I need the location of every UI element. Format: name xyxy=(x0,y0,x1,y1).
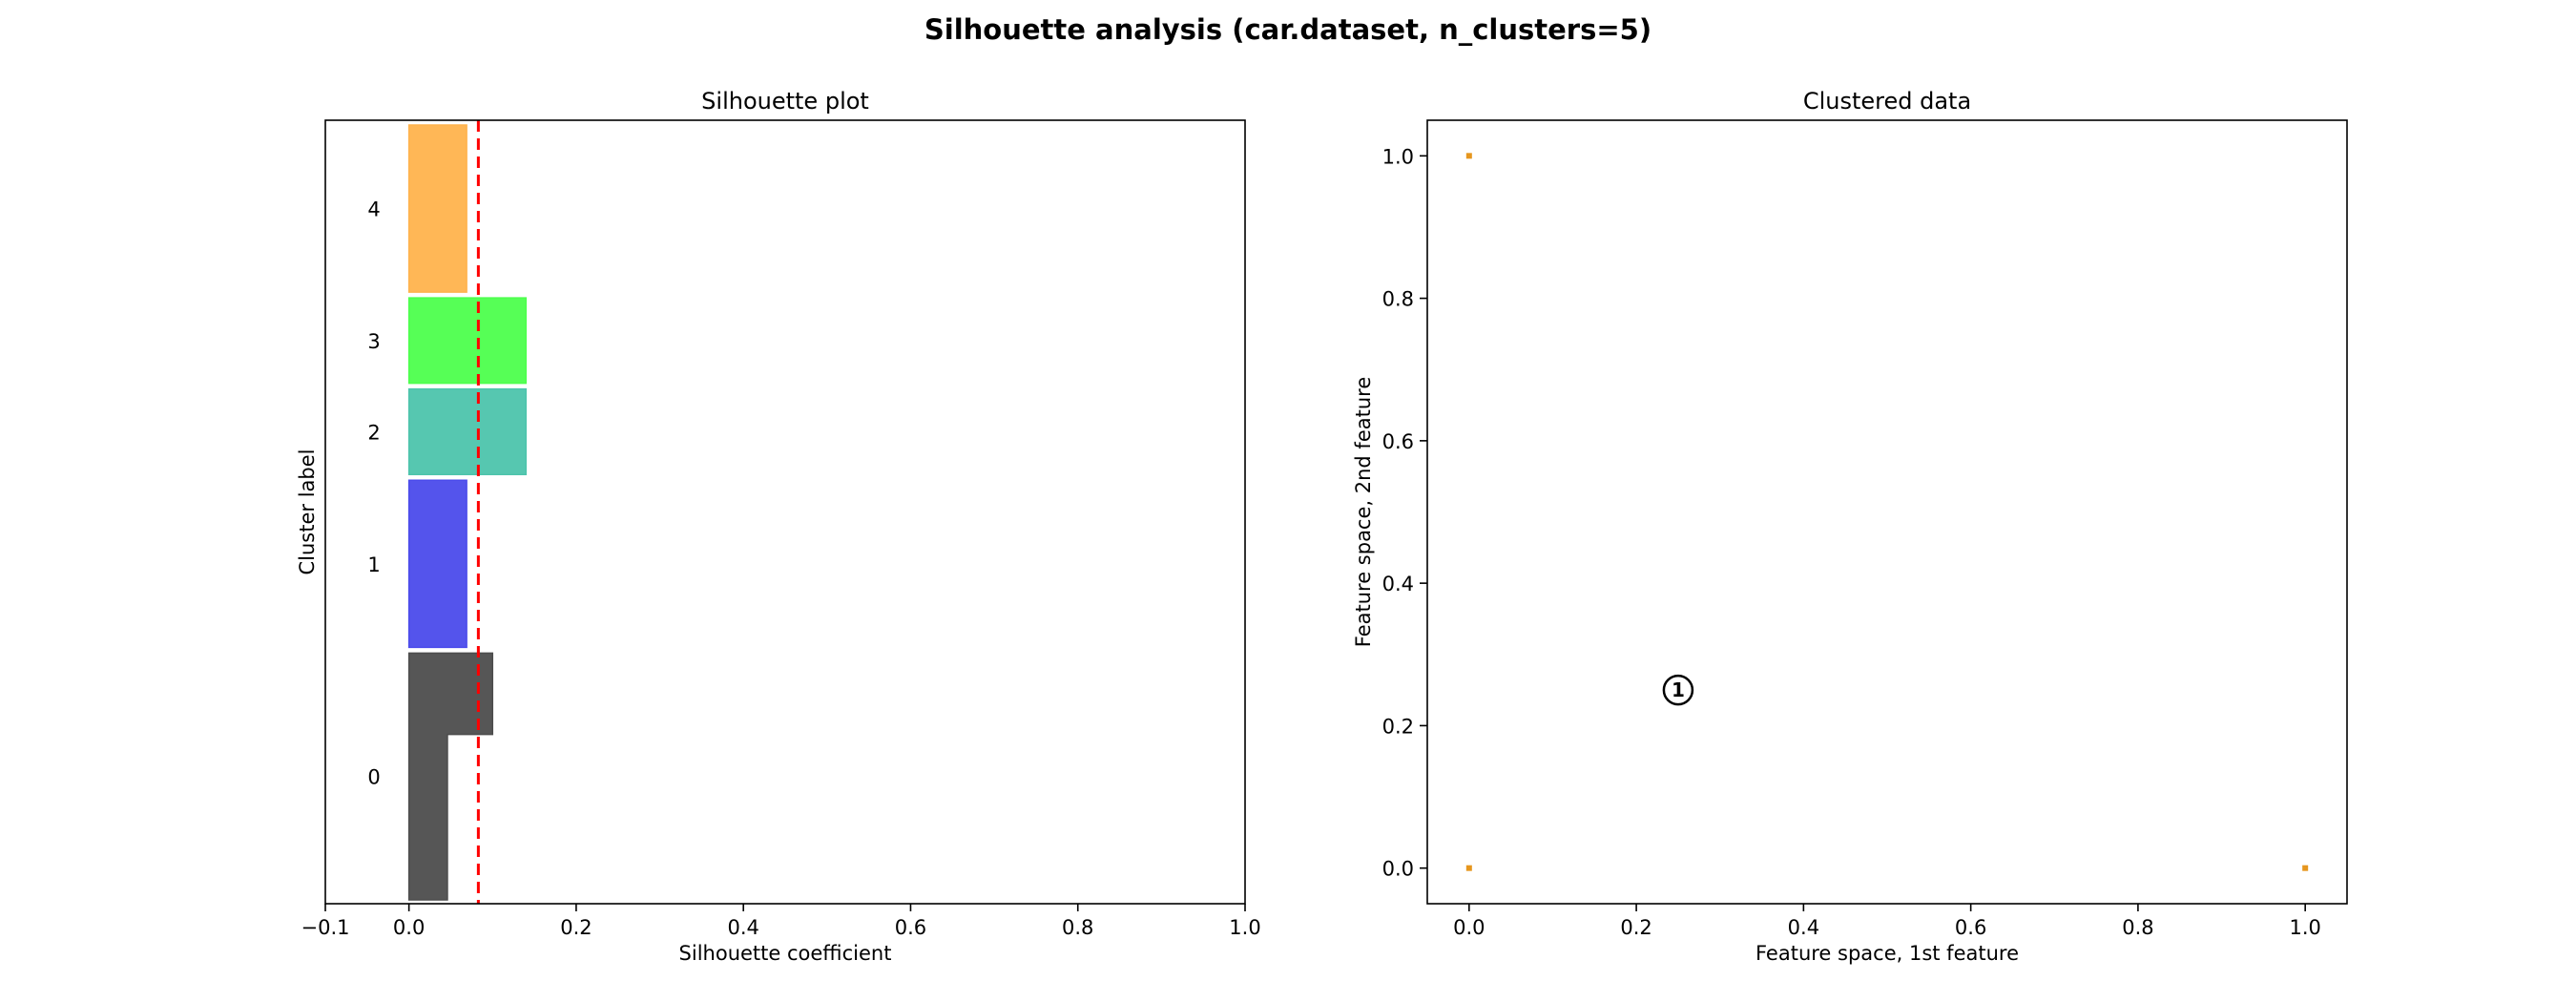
cluster-label-0: 0 xyxy=(367,766,380,789)
clustered-xtick-label: 0.4 xyxy=(1788,916,1819,939)
cluster-label-4: 4 xyxy=(367,198,380,221)
silhouette-xtick-label: 0.0 xyxy=(393,916,425,939)
silhouette-xtick-label: −0.1 xyxy=(301,916,350,939)
silhouette-xlabel: Silhouette coefficient xyxy=(679,942,892,965)
cluster-label-3: 3 xyxy=(367,330,380,353)
clustered-data-title: Clustered data xyxy=(1803,88,1971,115)
silhouette-xtick-label: 0.2 xyxy=(560,916,592,939)
silhouette-axes-frame xyxy=(324,119,1246,905)
clustered-ytick-label: 1.0 xyxy=(1382,145,1414,168)
clustered-xtick-label: 0.0 xyxy=(1453,916,1485,939)
data-point-2 xyxy=(2302,865,2309,871)
silhouette-band-3 xyxy=(407,297,528,385)
data-point-0 xyxy=(1465,153,1472,159)
silhouette-xtick-label: 1.0 xyxy=(1229,916,1260,939)
data-point-1 xyxy=(1465,865,1472,871)
clustered-xtick-label: 1.0 xyxy=(2289,916,2320,939)
clustered-ytick-label: 0.0 xyxy=(1382,858,1414,881)
silhouette-band-1 xyxy=(407,479,467,649)
silhouette-plot-title: Silhouette plot xyxy=(701,88,869,115)
clustered-ytick-label: 0.8 xyxy=(1382,288,1414,311)
silhouette-xtick-label: 0.8 xyxy=(1062,916,1093,939)
clustered-axes-frame xyxy=(1426,119,2348,905)
clustered-ytick-label: 0.6 xyxy=(1382,430,1414,453)
silhouette-band-2 xyxy=(407,387,528,475)
silhouette-ylabel: Cluster label xyxy=(296,449,319,575)
clustered-xtick-label: 0.2 xyxy=(1620,916,1652,939)
figure-title: Silhouette analysis (car.dataset, n_clus… xyxy=(924,13,1652,46)
silhouette-xtick-label: 0.6 xyxy=(895,916,926,939)
clustered-xtick-label: 0.8 xyxy=(2122,916,2153,939)
silhouette-band-4 xyxy=(407,124,467,293)
clustered-ytick-label: 0.2 xyxy=(1382,715,1414,738)
clustered-xtick-label: 0.6 xyxy=(1955,916,1986,939)
cluster-center-label: 1 xyxy=(1672,678,1685,701)
cluster-label-2: 2 xyxy=(367,421,380,444)
silhouette-band-0 xyxy=(407,652,494,901)
clustered-ytick-label: 0.4 xyxy=(1382,573,1414,595)
clustered-xlabel: Feature space, 1st feature xyxy=(1755,942,2019,965)
cluster-center-marker xyxy=(1662,674,1694,706)
clustered-ylabel: Feature space, 2nd feature xyxy=(1352,377,1375,647)
silhouette-xtick-label: 0.4 xyxy=(727,916,758,939)
cluster-label-1: 1 xyxy=(367,553,380,576)
